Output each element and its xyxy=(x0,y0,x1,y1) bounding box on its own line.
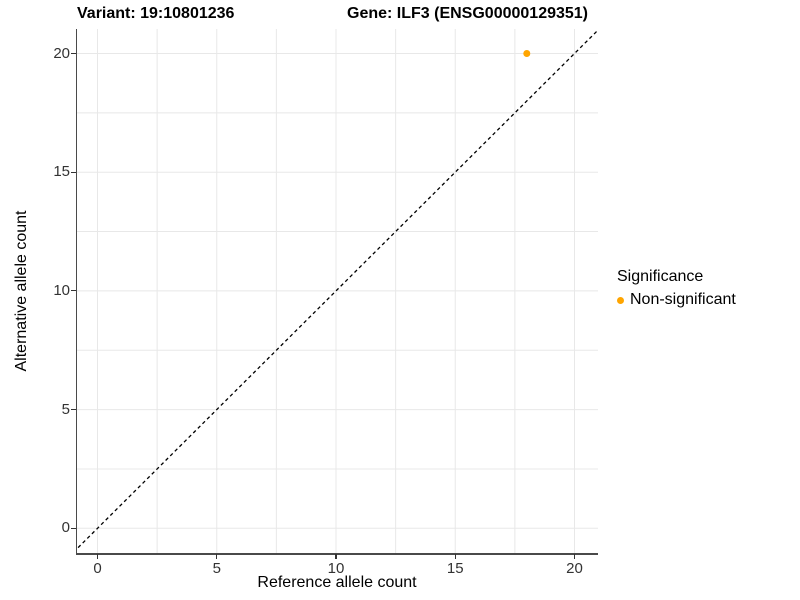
legend-point-icon xyxy=(617,296,624,304)
x-tick-label: 5 xyxy=(212,560,221,577)
y-tick-label: 10 xyxy=(53,281,70,299)
y-tick-label: 20 xyxy=(53,44,70,62)
x-tick-mark xyxy=(454,554,456,559)
x-tick-mark xyxy=(96,554,99,559)
x-tick-label: 10 xyxy=(327,560,345,577)
y-tick-label: 0 xyxy=(61,519,70,537)
x-tick-label: 0 xyxy=(93,560,102,577)
legend: Significance Non-significant xyxy=(617,268,736,309)
identity-dashed-line xyxy=(77,29,598,550)
data-point xyxy=(523,50,531,57)
y-tick-mark xyxy=(71,52,76,55)
y-tick-mark xyxy=(71,527,76,529)
x-tick-label: 15 xyxy=(446,560,464,577)
x-tick-mark xyxy=(573,554,576,559)
x-tick-mark xyxy=(335,554,337,559)
y-tick-mark xyxy=(71,409,76,411)
y-axis-line xyxy=(75,29,78,554)
x-tick-label: 20 xyxy=(566,560,583,577)
legend-title: Significance xyxy=(617,268,704,285)
y-tick-mark xyxy=(71,171,76,173)
legend-item-non-significant: Non-significant xyxy=(617,291,736,309)
plot-title-gene: Gene: ILF3 (ENSG00000129351) xyxy=(347,5,589,22)
y-tick-mark xyxy=(71,290,76,292)
plot-title-variant: Variant: 19:10801236 xyxy=(77,5,235,22)
y-tick-label: 5 xyxy=(61,400,70,418)
y-tick-label: 15 xyxy=(53,163,70,181)
x-axis-title: Reference allele count xyxy=(257,574,417,591)
y-axis-title: Alternative allele count xyxy=(13,210,30,372)
legend-item-label: Non-significant xyxy=(630,291,736,308)
plot-panel xyxy=(77,29,598,553)
x-axis-line xyxy=(75,553,599,555)
x-tick-mark xyxy=(216,554,218,559)
